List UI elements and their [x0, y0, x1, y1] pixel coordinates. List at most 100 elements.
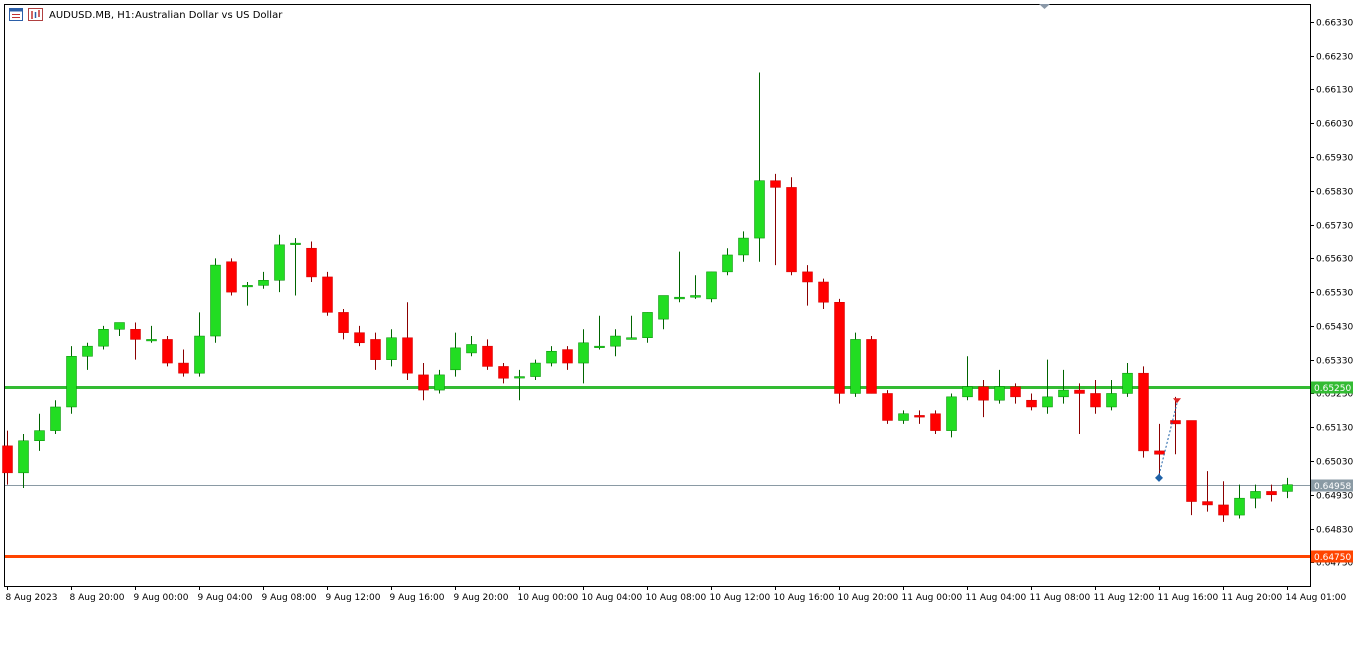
buy-arrow-icon[interactable]	[1155, 473, 1163, 482]
chart-description: Australian Dollar vs US Dollar	[135, 10, 283, 21]
candle-body-bear	[802, 271, 813, 283]
time-tick-label: 9 Aug 16:00	[390, 593, 445, 603]
candle	[226, 258, 237, 296]
candle-body-bear	[354, 332, 365, 344]
candle-body-bull	[258, 280, 269, 286]
price-tick-label: 0.65330	[1316, 357, 1353, 367]
time-tick-label: 9 Aug 12:00	[326, 593, 381, 603]
candle	[450, 332, 461, 377]
candle-body-bear	[1186, 420, 1197, 502]
candle	[386, 329, 397, 367]
bid-price-label-bg	[1311, 479, 1353, 492]
candle	[66, 346, 77, 414]
candle-body-bull	[674, 296, 685, 300]
resistance-price-label-bg	[1311, 550, 1353, 563]
candle	[290, 238, 301, 296]
time-tick-label: 10 Aug 04:00	[582, 593, 643, 603]
candle	[1090, 379, 1101, 414]
candle-body-bear	[978, 386, 989, 401]
candle	[658, 295, 669, 330]
candle	[578, 329, 589, 384]
price-tick-label: 0.65230	[1316, 390, 1353, 400]
candle	[978, 379, 989, 418]
time-tick-label: 11 Aug 08:00	[1030, 593, 1091, 603]
candle-body-bull	[34, 430, 45, 441]
price-tick-label: 0.66030	[1316, 120, 1353, 130]
candle-body-bull	[754, 180, 765, 239]
candle	[1106, 379, 1117, 411]
candle-body-bull	[1282, 484, 1293, 492]
candles	[2, 72, 1293, 522]
candle	[626, 315, 637, 340]
time-tick-label: 11 Aug 16:00	[1158, 593, 1219, 603]
candle-body-bull	[690, 295, 701, 298]
price-line-labels: 0.65250 0.64958 0.64750	[1311, 381, 1353, 563]
sell-arrow-icon[interactable]	[1173, 398, 1181, 404]
price-tick-label: 0.65930	[1316, 154, 1353, 164]
candle-body-bear	[402, 337, 413, 374]
candle	[594, 315, 605, 350]
time-tick-label: 11 Aug 12:00	[1094, 593, 1155, 603]
time-tick-label: 11 Aug 20:00	[1222, 593, 1283, 603]
candle	[1170, 396, 1181, 455]
candle	[1186, 420, 1197, 516]
candle	[50, 400, 61, 434]
candle	[722, 248, 733, 276]
candle-body-bear	[226, 261, 237, 293]
candle-body-bear	[834, 302, 845, 394]
time-axis: 8 Aug 2023 8 Aug 20:00 9 Aug 00:00 9 Aug 04…	[6, 586, 1346, 603]
candle	[482, 339, 493, 370]
candle-body-bull	[194, 335, 205, 374]
candle-body-bear	[1090, 393, 1101, 408]
candle	[1202, 471, 1213, 512]
candle	[562, 346, 573, 370]
candle	[34, 413, 45, 451]
candle	[850, 332, 861, 397]
candle	[1266, 484, 1277, 502]
bars-icon[interactable]	[28, 8, 43, 21]
candle	[274, 234, 285, 293]
candle	[82, 342, 93, 370]
candle-body-bull	[290, 242, 301, 245]
candle-body-bear	[1218, 504, 1229, 516]
candle-body-bull	[210, 264, 221, 337]
candle-body-bull	[546, 350, 557, 364]
time-tick-label: 10 Aug 00:00	[518, 593, 579, 603]
candle-body-bear	[882, 393, 893, 421]
candle	[210, 258, 221, 343]
candle-body-bull	[898, 413, 909, 421]
support-price-label-bg	[1311, 381, 1353, 394]
time-tick-label: 10 Aug 12:00	[710, 593, 771, 603]
candle-body-bull	[18, 440, 29, 474]
candle-body-bull	[50, 406, 61, 431]
candle	[434, 369, 445, 394]
candle-body-bear	[770, 180, 781, 188]
candle	[818, 278, 829, 310]
chart-shift-marker-icon[interactable]	[1039, 4, 1050, 9]
candle	[1058, 369, 1069, 404]
candle	[418, 363, 429, 401]
candle	[1010, 383, 1021, 404]
candle-body-bear	[1266, 491, 1277, 496]
time-tick-label: 10 Aug 08:00	[646, 593, 707, 603]
support-price-label: 0.65250	[1314, 384, 1351, 394]
candle	[1234, 484, 1245, 519]
candle	[306, 241, 317, 282]
candle	[690, 275, 701, 299]
candle-body-bull	[1106, 393, 1117, 408]
candle	[946, 393, 957, 438]
candle	[1074, 383, 1085, 434]
candle	[2, 430, 13, 485]
chart-menu-icon[interactable]	[9, 8, 23, 21]
candle-body-bull	[722, 254, 733, 273]
candle	[114, 322, 125, 337]
candle	[770, 173, 781, 266]
time-tick-label: 8 Aug 20:00	[70, 593, 125, 603]
candle	[338, 309, 349, 340]
candle-body-bear	[130, 329, 141, 340]
candle-body-bull	[642, 312, 653, 338]
candle	[402, 302, 413, 380]
candle-body-bull	[738, 237, 749, 256]
